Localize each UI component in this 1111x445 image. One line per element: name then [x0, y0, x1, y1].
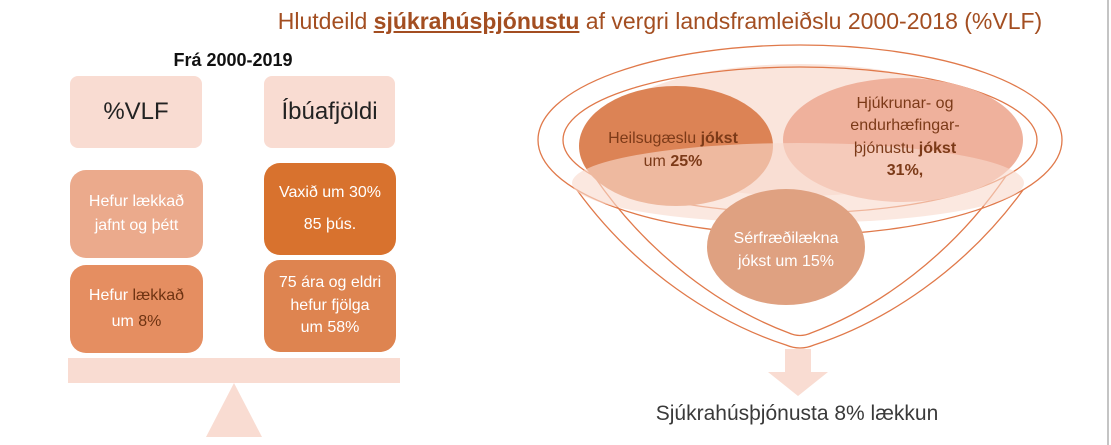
down-arrow-icon	[768, 349, 828, 396]
title-part1: Hlutdeild	[277, 8, 374, 34]
title-part2: af vergri landsframleiðslu 2000-2018 (%V…	[579, 8, 1043, 34]
elderly-line2: hefur fjölga	[290, 296, 370, 314]
population-header-label: Íbúafjöldi	[281, 98, 378, 125]
nursing-label: Hjúkrunar- og endurhæfingar- þjónustu jó…	[808, 93, 1002, 183]
nursing-line3-normal: þjónustu	[853, 139, 919, 157]
vlf-amount-white1: Hefur	[88, 287, 133, 305]
nursing-line3-bold: jókst	[918, 139, 957, 157]
balance-beam	[68, 358, 400, 383]
title-emphasis: sjúkrahúsþjónustu	[373, 8, 580, 34]
left-panel-heading: Frá 2000-2019	[173, 50, 293, 70]
vlf-amount-line1: Hefur lækkað	[89, 283, 184, 309]
slide-title: Hlutdeild sjúkrahúsþjónustu af vergri la…	[200, 8, 1111, 35]
primary-care-line1: Heilsugæslu jókst	[578, 127, 768, 150]
population-growth-line2: 85 þús.	[303, 216, 357, 233]
vlf-change-line1: Hefur lækkað	[88, 193, 185, 210]
elderly-line1: 75 ára og eldri	[278, 274, 382, 292]
nursing-line4: 31%,	[886, 162, 924, 180]
vlf-amount-white2: um	[111, 313, 139, 330]
elderly-box: 75 ára og eldri hefur fjölga um 58%	[264, 260, 396, 352]
balance-fulcrum-triangle	[206, 383, 262, 437]
primary-care-normal2: um	[643, 153, 671, 171]
primary-care-line2: um 25%	[578, 150, 768, 173]
specialist-line2: jókst um 15%	[737, 253, 835, 271]
primary-care-label: Heilsugæslu jókst um 25%	[578, 127, 768, 173]
elderly-text: 75 ára og eldri hefur fjölga um 58%	[279, 272, 381, 339]
nursing-line3: þjónustu jókst	[808, 138, 1002, 160]
elderly-line3: um 58%	[300, 319, 360, 337]
primary-care-normal1: Heilsugæslu	[608, 130, 701, 147]
vlf-header-box: %VLF	[70, 76, 202, 148]
population-growth-box: Vaxið um 30% 85 þús.	[264, 163, 396, 255]
population-header-box: Íbúafjöldi	[264, 76, 395, 148]
funnel-inner-cone	[593, 175, 1007, 337]
specialist-ellipse	[707, 189, 865, 305]
vlf-change-box: Hefur lækkað jafnt og þétt	[70, 170, 203, 258]
primary-care-bold1: jókst	[700, 130, 738, 147]
conclusion-text: Sjúkrahúsþjónusta 8% lækkun	[655, 402, 939, 425]
vlf-change-line2: jafnt og þétt	[94, 217, 179, 234]
specialist-line1: Sérfræðilækna	[733, 230, 839, 247]
vlf-header-label: %VLF	[103, 98, 169, 125]
funnel-outer-cone	[576, 189, 1024, 349]
vlf-amount-dark1: lækkað	[132, 287, 185, 305]
funnel-band-overlay	[572, 143, 1024, 223]
slide-right-edge	[1107, 0, 1109, 445]
vlf-amount-dark2: 8%	[138, 313, 162, 330]
vlf-amount-line2: um 8%	[89, 309, 184, 335]
population-growth-line1: Vaxið um 30%	[279, 184, 381, 201]
vlf-change-text: Hefur lækkað jafnt og þétt	[89, 190, 184, 238]
population-growth-text: Vaxið um 30% 85 þús.	[279, 177, 381, 241]
vlf-amount-box: Hefur lækkað um 8%	[70, 265, 203, 353]
nursing-line1: Hjúkrunar- og	[856, 95, 954, 112]
primary-care-bold2: 25%	[670, 153, 703, 171]
vlf-amount-text: Hefur lækkað um 8%	[89, 283, 184, 334]
specialist-label: Sérfræðilækna jókst um 15%	[702, 227, 870, 273]
nursing-line2: endurhæfingar-	[850, 117, 960, 135]
